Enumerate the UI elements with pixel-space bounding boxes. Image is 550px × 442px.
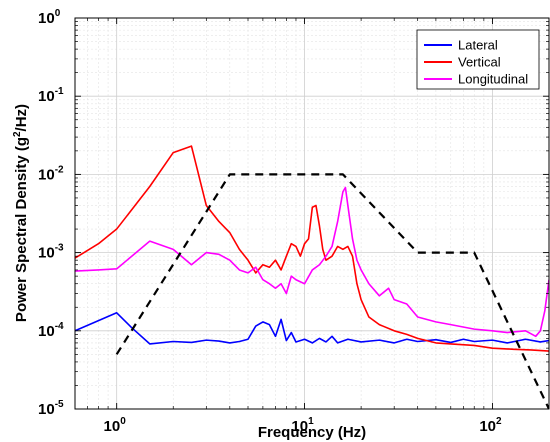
series-line-lateral [75, 311, 549, 345]
y-axis-title: Power Spectral Density (g2/Hz) [12, 104, 30, 322]
y-tick-base: 10 [38, 88, 55, 105]
series-layer [75, 145, 549, 409]
legend: Lateral Vertical Longitudinal [416, 29, 540, 90]
tick-marks [74, 17, 550, 410]
y-tick-label: 10-1 [38, 86, 64, 105]
y-tick-exponent: -4 [55, 321, 64, 332]
x-tick-base: 10 [479, 418, 496, 435]
y-tick-base: 10 [38, 166, 55, 183]
x-tick-exponent: 2 [496, 416, 502, 427]
legend-label-lateral: Lateral [458, 38, 498, 53]
y-axis-title-sup: 2 [12, 131, 23, 137]
y-tick-exponent: -2 [55, 164, 64, 175]
y-tick-exponent: 0 [55, 8, 61, 19]
y-tick-base: 10 [38, 10, 55, 27]
plot-frame [74, 17, 550, 410]
y-tick-base: 10 [38, 401, 55, 418]
y-tick-label: 100 [38, 8, 61, 27]
x-tick-base: 10 [104, 418, 121, 435]
x-tick-labels: 100 101 102 [104, 416, 502, 435]
y-tick-exponent: -5 [55, 399, 64, 410]
y-tick-exponent: -1 [55, 86, 64, 97]
y-tick-label: 10-2 [38, 164, 64, 183]
x-tick-label: 100 [104, 416, 127, 435]
y-tick-label: 10-5 [38, 399, 64, 418]
legend-label-longitudinal: Longitudinal [458, 72, 528, 87]
reference-profile-line [115, 173, 549, 409]
y-tick-base: 10 [38, 245, 55, 262]
x-tick-exponent: 0 [120, 416, 126, 427]
x-tick-label: 102 [479, 416, 502, 435]
y-tick-label: 10-3 [38, 243, 64, 262]
y-tick-base: 10 [38, 323, 55, 340]
y-tick-label: 10-4 [38, 321, 64, 340]
x-tick-label: 101 [291, 416, 314, 435]
y-tick-exponent: -3 [55, 243, 64, 254]
legend-label-vertical: Vertical [458, 55, 501, 70]
series-line-longitudinal [75, 186, 549, 338]
y-axis-title-main: Power Spectral Density (g [13, 137, 30, 322]
x-axis-title: Frequency (Hz) [258, 424, 366, 441]
series-line-vertical [75, 145, 549, 352]
y-axis-title-unit: /Hz) [13, 104, 30, 132]
x-tick-base: 10 [291, 418, 308, 435]
legend-entries: Lateral Vertical Longitudinal [424, 38, 528, 87]
x-tick-exponent: 1 [308, 416, 314, 427]
